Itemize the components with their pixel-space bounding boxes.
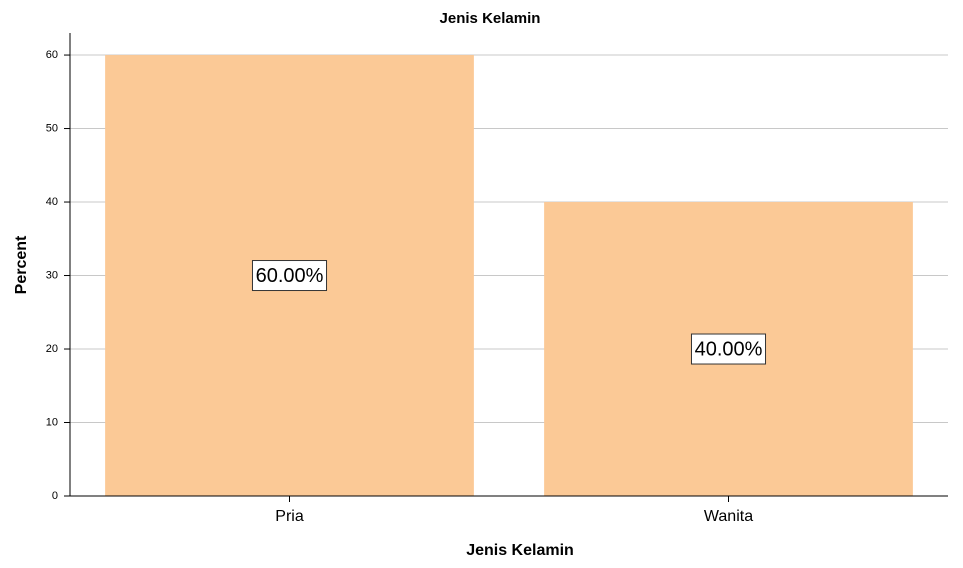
y-tick-label: 50 — [46, 122, 58, 134]
x-axis-label: Jenis Kelamin — [466, 542, 574, 559]
chart-title: Jenis Kelamin — [440, 10, 541, 27]
y-tick-label: 60 — [46, 49, 58, 61]
value-label-box — [251, 260, 328, 292]
y-tick-label: 30 — [46, 269, 58, 281]
x-tick-label: Pria — [275, 508, 304, 525]
value-label-box — [690, 333, 767, 365]
value-label: 60.00% — [256, 265, 324, 287]
value-label: 40.00% — [695, 338, 763, 360]
y-tick-label: 10 — [46, 416, 58, 428]
y-tick-label: 40 — [46, 196, 58, 208]
y-axis-label: Percent — [13, 235, 30, 294]
y-tick-label: 20 — [46, 343, 58, 355]
y-tick-label: 0 — [52, 490, 58, 502]
x-tick-label: Wanita — [704, 508, 753, 525]
